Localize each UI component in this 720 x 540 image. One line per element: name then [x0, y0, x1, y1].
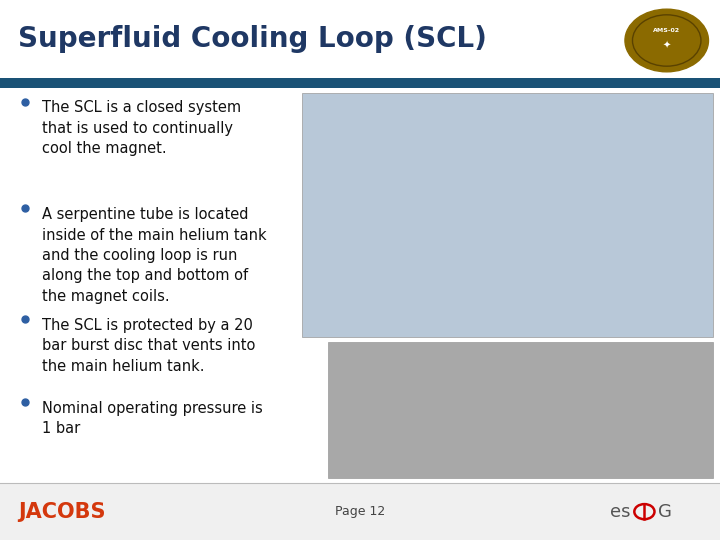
- Bar: [328, 342, 713, 478]
- Text: G: G: [658, 503, 672, 521]
- Bar: [0, 483, 720, 540]
- Text: ✦: ✦: [662, 41, 671, 51]
- Text: AMS-02: AMS-02: [653, 28, 680, 33]
- Bar: [0, 0, 720, 78]
- Text: A serpentine tube is located
inside of the main helium tank
and the cooling loop: A serpentine tube is located inside of t…: [42, 207, 266, 304]
- Text: Nominal operating pressure is
1 bar: Nominal operating pressure is 1 bar: [42, 401, 263, 436]
- Text: JACOBS: JACOBS: [18, 502, 106, 522]
- Text: The SCL is protected by a 20
bar burst disc that vents into
the main helium tank: The SCL is protected by a 20 bar burst d…: [42, 318, 255, 374]
- Text: Superfluid Cooling Loop (SCL): Superfluid Cooling Loop (SCL): [18, 25, 487, 53]
- Text: The SCL is a closed system
that is used to continually
cool the magnet.: The SCL is a closed system that is used …: [42, 100, 241, 156]
- Text: Page 12: Page 12: [335, 505, 385, 518]
- Text: es: es: [611, 503, 631, 521]
- Circle shape: [625, 9, 708, 72]
- Bar: [0, 78, 720, 88]
- Bar: [302, 93, 713, 337]
